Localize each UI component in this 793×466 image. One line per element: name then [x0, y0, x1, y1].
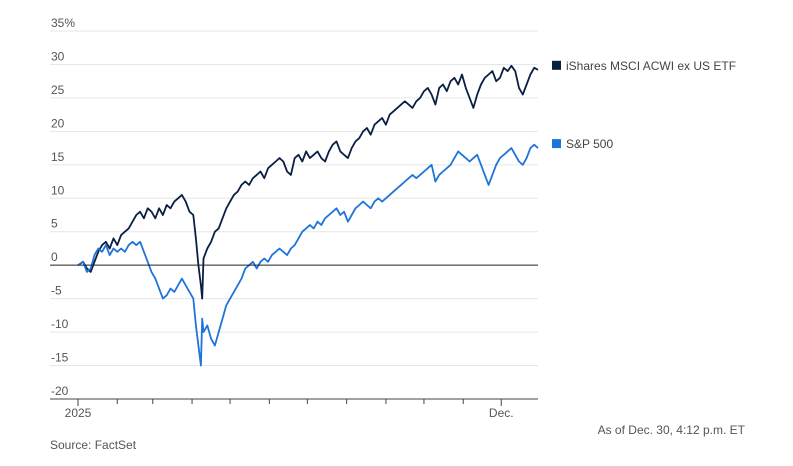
y-tick-label: 25: [51, 83, 65, 97]
y-tick-label: 30: [51, 49, 65, 63]
y-tick-label: 10: [51, 183, 65, 197]
series-line-ishares: [77, 64, 539, 300]
y-tick-label: 15: [51, 150, 65, 164]
y-tick-label: -20: [51, 384, 69, 398]
series-lines: [77, 64, 539, 367]
legend-swatch: [552, 60, 561, 70]
x-tick-label: Dec.: [489, 406, 514, 420]
legend-swatch: [552, 139, 561, 149]
source-note: Source: FactSet: [50, 438, 137, 452]
legend-label: iShares MSCI ACWI ex US ETF: [566, 59, 736, 73]
y-tick-label: -15: [51, 351, 69, 365]
y-tick-label: 35%: [51, 16, 75, 30]
y-tick-label: 20: [51, 116, 65, 130]
y-tick-label: -5: [51, 284, 62, 298]
x-axis: 2025 Dec.: [50, 398, 538, 420]
y-tick-label: -10: [51, 317, 69, 331]
y-tick-label: 0: [51, 250, 58, 264]
y-axis-labels: 35% 30 25 20 15 10 5 0 -5 -10 -15 -20: [51, 16, 75, 398]
y-tick-label: 5: [51, 217, 58, 231]
x-tick-label: 2025: [65, 406, 92, 420]
legend: iShares MSCI ACWI ex US ETF S&P 500: [552, 59, 736, 151]
legend-label: S&P 500: [566, 137, 613, 151]
series-line-sp500: [77, 143, 539, 367]
as-of-note: As of Dec. 30, 4:12 p.m. ET: [597, 423, 745, 437]
